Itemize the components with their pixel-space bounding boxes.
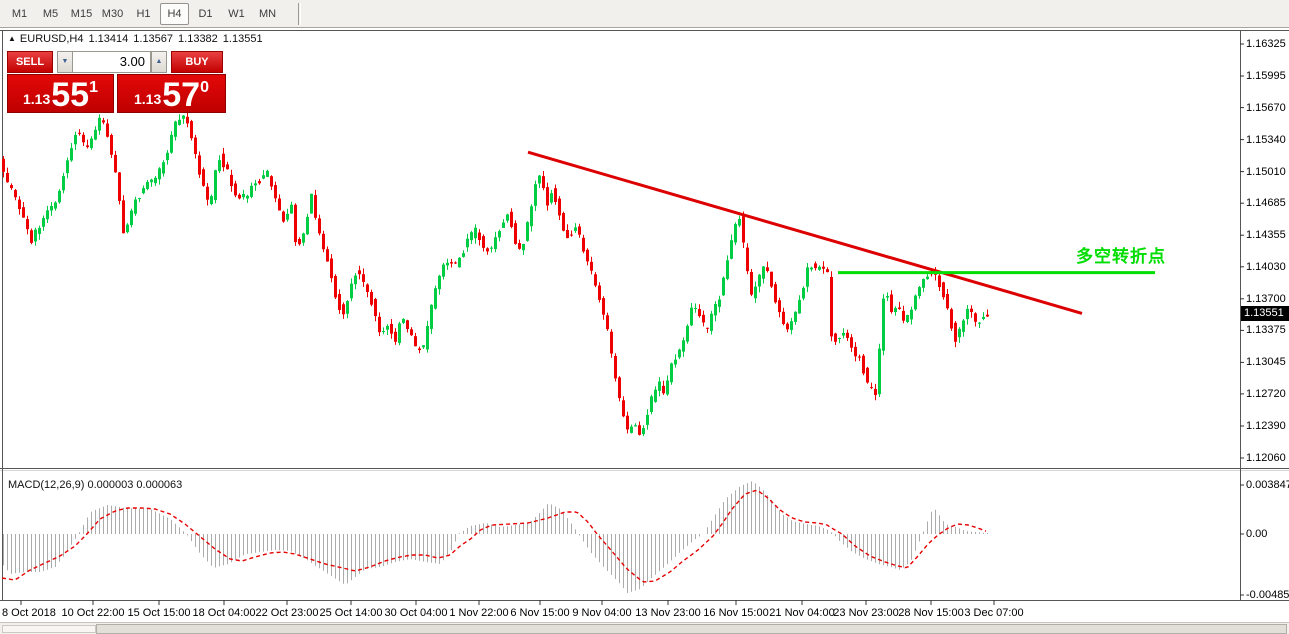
- ohlc-high: 1.13567: [133, 33, 174, 45]
- buy-price-button[interactable]: 1.13 57 0: [117, 74, 226, 113]
- buy-button[interactable]: BUY: [171, 51, 223, 73]
- tf-button-h4[interactable]: H4: [160, 2, 189, 25]
- sell-price-main: 55: [51, 76, 90, 114]
- buy-price-base: 1.13: [134, 91, 162, 107]
- macd-signal-line: [1, 490, 987, 583]
- toolbar-separator: [298, 2, 301, 25]
- tf-button-mn[interactable]: MN: [258, 7, 277, 20]
- tf-button-m5[interactable]: M5: [42, 7, 59, 20]
- axis-ticks: [20, 43, 1244, 605]
- descending-trendline[interactable]: [527, 150, 1083, 315]
- sell-button[interactable]: SELL: [7, 51, 53, 73]
- tf-button-d1[interactable]: D1: [198, 7, 213, 20]
- tf-button-m1[interactable]: M1: [11, 7, 28, 20]
- collapse-triangle-icon[interactable]: ▲: [8, 34, 16, 43]
- sell-price-pip: 1: [89, 79, 98, 96]
- tf-button-h1[interactable]: H1: [136, 7, 151, 20]
- volume-decrease-button[interactable]: ▼: [57, 51, 73, 73]
- volume-increase-button[interactable]: ▲: [151, 51, 167, 73]
- chevron-up-icon: ▲: [155, 58, 163, 65]
- chevron-down-icon: ▼: [61, 58, 69, 65]
- tf-button-m30[interactable]: M30: [101, 7, 124, 20]
- chart-annotation-text: 多空转折点: [1076, 247, 1166, 266]
- timeframe-toolbar: M1 M5 M15 M30 H1 H4 D1 W1 MN: [0, 0, 1289, 28]
- symbol-period: EURUSD,H4: [19, 33, 84, 45]
- ohlc-close: 1.13551: [222, 33, 263, 45]
- sell-price-base: 1.13: [23, 91, 51, 107]
- ohlc-low: 1.13382: [178, 33, 218, 45]
- buy-price-pip: 0: [200, 79, 209, 96]
- sell-price-button[interactable]: 1.13 55 1: [7, 74, 114, 113]
- candles-layer: [2, 112, 989, 437]
- macd-indicator-label: MACD(12,26,9) 0.000003 0.000063: [8, 479, 183, 491]
- volume-input[interactable]: 3.00: [72, 51, 151, 73]
- tf-button-w1[interactable]: W1: [228, 7, 245, 20]
- chart-title: ▲ EURUSD,H4 1.13414 1.13567 1.13382 1.13551: [8, 33, 268, 45]
- current-price-badge: 1.13551: [1241, 306, 1289, 321]
- chart-frame: [0, 30, 1289, 601]
- ohlc-open: 1.13414: [88, 33, 129, 45]
- buy-price-main: 57: [162, 76, 201, 114]
- tf-button-m15[interactable]: M15: [70, 7, 93, 20]
- macd-histogram: [3, 481, 988, 593]
- horizontal-scrollbar-stub: [2, 625, 96, 633]
